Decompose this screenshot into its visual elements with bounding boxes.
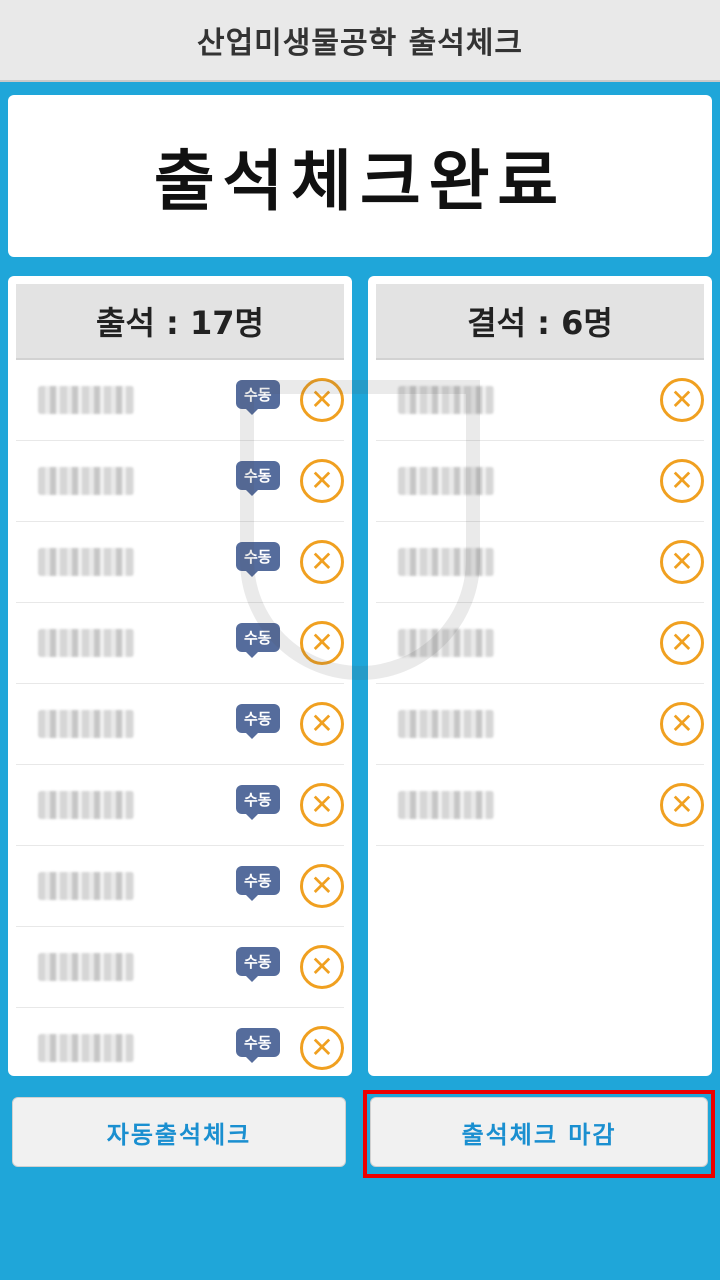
- manual-badge: 수동: [236, 461, 280, 496]
- absent-list: ✕ ✕ ✕ ✕ ✕ ✕: [376, 360, 704, 846]
- status-banner-text: 출석체크완료: [153, 143, 567, 220]
- present-row[interactable]: 수동 ✕: [16, 1008, 344, 1076]
- manual-badge: 수동: [236, 380, 280, 415]
- auto-attendance-button[interactable]: 자동출석체크: [12, 1097, 346, 1167]
- remove-icon[interactable]: ✕: [300, 1026, 344, 1070]
- manual-badge: 수동: [236, 542, 280, 577]
- absent-panel: 결석 : 6명 ✕ ✕ ✕ ✕ ✕ ✕: [368, 276, 712, 1076]
- remove-icon[interactable]: ✕: [660, 540, 704, 584]
- blurred-name: [38, 629, 134, 657]
- present-row[interactable]: 수동 ✕: [16, 684, 344, 765]
- absent-row[interactable]: ✕: [376, 765, 704, 846]
- present-row[interactable]: 수동 ✕: [16, 603, 344, 684]
- close-attendance-button[interactable]: 출석체크 마감: [370, 1097, 708, 1167]
- present-list: 수동 ✕ 수동 ✕ 수동 ✕ 수동 ✕ 수동 ✕ 수동 ✕: [16, 360, 344, 1076]
- manual-badge: 수동: [236, 866, 280, 901]
- remove-icon[interactable]: ✕: [660, 783, 704, 827]
- manual-badge: 수동: [236, 704, 280, 739]
- remove-icon[interactable]: ✕: [300, 945, 344, 989]
- present-panel: 출석 : 17명 수동 ✕ 수동 ✕ 수동 ✕ 수동 ✕ 수동 ✕: [8, 276, 352, 1076]
- present-header: 출석 : 17명: [16, 284, 344, 360]
- blurred-name: [38, 1034, 134, 1062]
- absent-header-text: 결석 : 6명: [467, 304, 613, 342]
- absent-row[interactable]: ✕: [376, 360, 704, 441]
- remove-icon[interactable]: ✕: [300, 621, 344, 665]
- blurred-name: [38, 872, 134, 900]
- remove-icon[interactable]: ✕: [660, 378, 704, 422]
- present-row[interactable]: 수동 ✕: [16, 927, 344, 1008]
- remove-icon[interactable]: ✕: [660, 621, 704, 665]
- remove-icon[interactable]: ✕: [660, 702, 704, 746]
- blurred-name: [38, 791, 134, 819]
- remove-icon[interactable]: ✕: [300, 783, 344, 827]
- present-header-text: 출석 : 17명: [96, 304, 264, 342]
- absent-row[interactable]: ✕: [376, 441, 704, 522]
- blurred-name: [38, 467, 134, 495]
- manual-badge: 수동: [236, 947, 280, 982]
- present-row[interactable]: 수동 ✕: [16, 846, 344, 927]
- blurred-name: [398, 548, 494, 576]
- present-row[interactable]: 수동 ✕: [16, 441, 344, 522]
- blurred-name: [38, 548, 134, 576]
- app-title: 산업미생물공학 출석체크: [196, 26, 524, 61]
- blurred-name: [398, 791, 494, 819]
- present-row[interactable]: 수동 ✕: [16, 522, 344, 603]
- manual-badge: 수동: [236, 785, 280, 820]
- blurred-name: [398, 467, 494, 495]
- blurred-name: [38, 386, 134, 414]
- remove-icon[interactable]: ✕: [300, 540, 344, 584]
- remove-icon[interactable]: ✕: [300, 864, 344, 908]
- blurred-name: [398, 629, 494, 657]
- app-header: 산업미생물공학 출석체크: [0, 0, 720, 82]
- remove-icon[interactable]: ✕: [300, 378, 344, 422]
- absent-row[interactable]: ✕: [376, 603, 704, 684]
- status-banner: 출석체크완료: [8, 95, 712, 257]
- absent-row[interactable]: ✕: [376, 522, 704, 603]
- remove-icon[interactable]: ✕: [660, 459, 704, 503]
- present-row[interactable]: 수동 ✕: [16, 765, 344, 846]
- absent-header: 결석 : 6명: [376, 284, 704, 360]
- manual-badge: 수동: [236, 1028, 280, 1063]
- present-row[interactable]: 수동 ✕: [16, 360, 344, 441]
- manual-badge: 수동: [236, 623, 280, 658]
- blurred-name: [38, 953, 134, 981]
- blurred-name: [398, 710, 494, 738]
- remove-icon[interactable]: ✕: [300, 702, 344, 746]
- absent-row[interactable]: ✕: [376, 684, 704, 765]
- remove-icon[interactable]: ✕: [300, 459, 344, 503]
- blurred-name: [38, 710, 134, 738]
- blurred-name: [398, 386, 494, 414]
